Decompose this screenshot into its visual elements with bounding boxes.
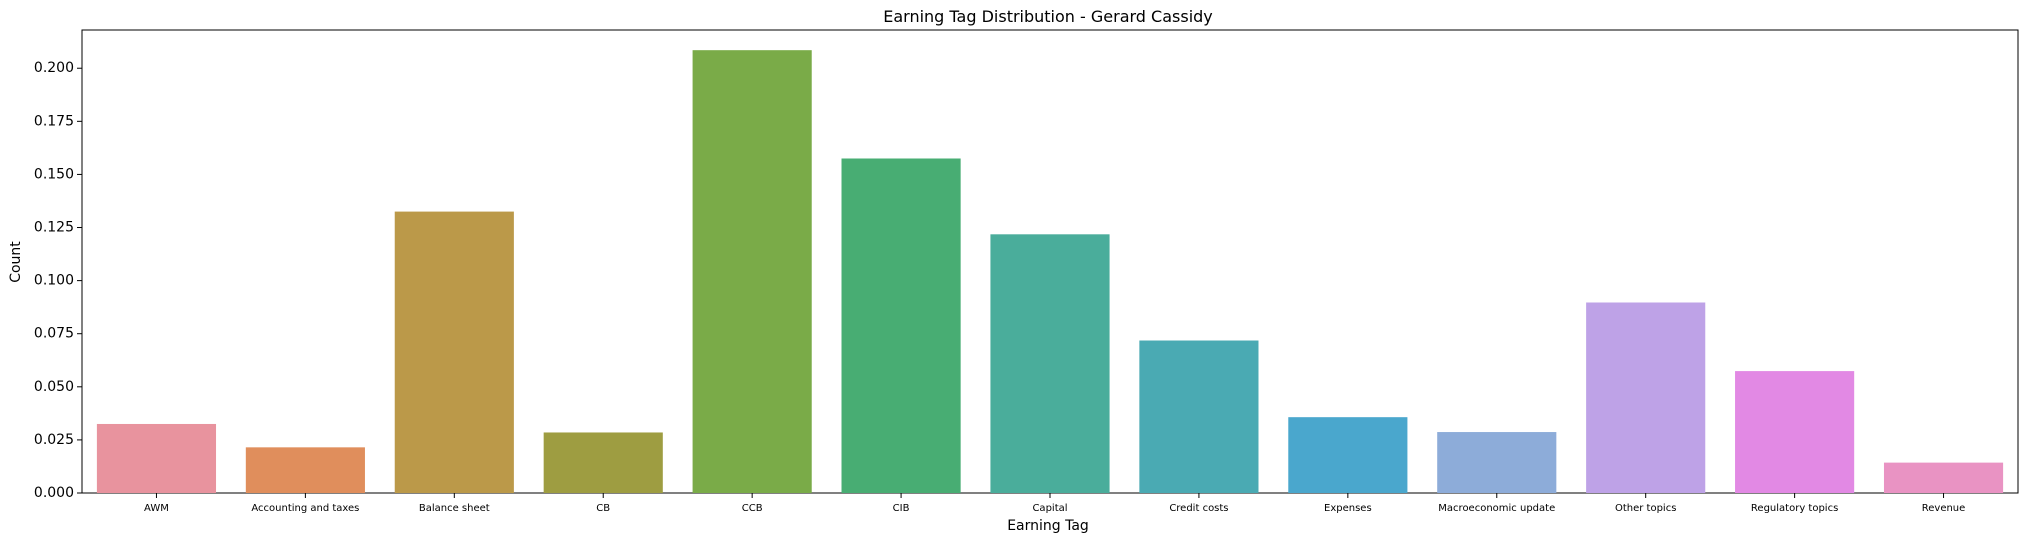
bar-regulatory-topics — [1735, 371, 1855, 493]
x-tick-label: Credit costs — [1169, 503, 1228, 514]
bar-expenses — [1288, 417, 1408, 493]
x-tick-label: CCB — [742, 503, 763, 514]
bar-awm — [96, 423, 217, 493]
x-tick-label: Regulatory topics — [1751, 503, 1838, 514]
x-tick-label: Accounting and taxes — [251, 503, 359, 514]
y-tick-label: 0.175 — [34, 113, 74, 129]
x-tick-label: Balance sheet — [419, 503, 490, 514]
bar-capital — [990, 234, 1110, 493]
x-tick-label: Revenue — [1922, 503, 1966, 514]
x-axis: AWM Accounting and taxes Balance sheet CB CC… — [144, 493, 1965, 514]
x-tick-label: AWM — [144, 503, 169, 514]
y-tick-label: 0.125 — [34, 220, 74, 236]
y-tick-label: 0.075 — [34, 326, 74, 342]
bar-cib — [841, 158, 961, 494]
x-tick-label: Capital — [1032, 503, 1067, 514]
y-tick-label: 0.050 — [34, 379, 74, 395]
bars — [96, 50, 2004, 494]
y-axis-label: Count — [8, 241, 24, 283]
x-tick-label: Expenses — [1324, 503, 1372, 514]
y-tick-label: 0.200 — [34, 60, 74, 76]
x-tick-label: CB — [596, 503, 610, 514]
plot-area: 0.000 0.025 0.050 0.075 0.100 0.125 0.150 0.175… — [34, 29, 2019, 514]
bar-revenue — [1883, 462, 2004, 493]
x-tick-label: Other topics — [1615, 503, 1676, 514]
y-tick-label: 0.025 — [34, 432, 74, 448]
bar-accounting-and-taxes — [245, 447, 365, 493]
bar-credit-costs — [1139, 340, 1259, 493]
y-tick-label: 0.000 — [34, 485, 74, 501]
bar-cb — [543, 432, 663, 493]
y-tick-label: 0.150 — [34, 166, 74, 182]
x-axis-label: Earning Tag — [1007, 518, 1089, 534]
bar-macroeconomic-update — [1437, 432, 1557, 493]
chart-title: Earning Tag Distribution - Gerard Cassid… — [883, 7, 1213, 26]
x-tick-label: Macroeconomic update — [1438, 503, 1555, 514]
bar-ccb — [692, 50, 812, 493]
x-tick-label: CIB — [893, 503, 910, 514]
y-axis: 0.000 0.025 0.050 0.075 0.100 0.125 0.150 0.175… — [34, 60, 82, 501]
bar-balance-sheet — [394, 211, 514, 493]
y-tick-label: 0.100 — [34, 273, 74, 289]
bar-other-topics — [1586, 302, 1706, 493]
